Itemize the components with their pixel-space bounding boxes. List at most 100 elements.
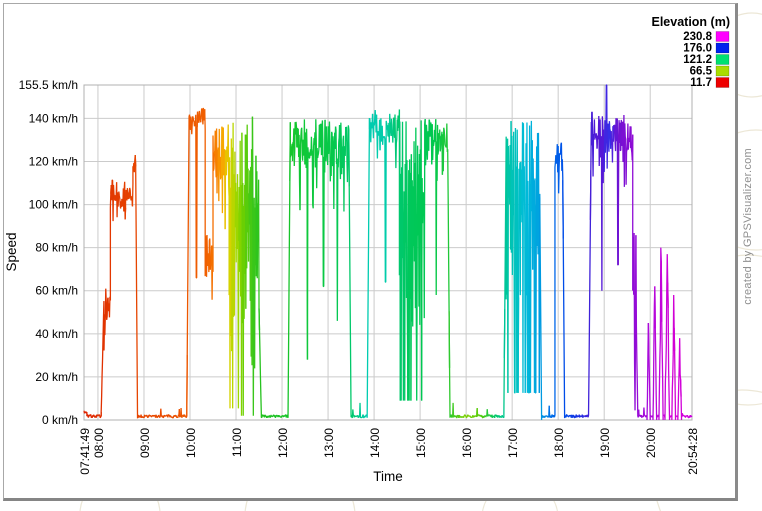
trace-segment — [634, 235, 640, 418]
trace-segment — [120, 181, 127, 220]
trace-segment — [358, 402, 364, 419]
trace-segment — [459, 414, 464, 419]
y-tick-label: 0 km/h — [42, 413, 78, 427]
trace-segment — [292, 121, 298, 167]
speed-trace — [83, 84, 693, 421]
trace-segment — [497, 414, 503, 418]
trace-segment — [555, 144, 561, 194]
trace-segment — [279, 415, 285, 418]
trace-segment — [200, 107, 206, 125]
trace-segment — [448, 311, 454, 418]
y-tick-label: 40 km/h — [35, 327, 78, 341]
trace-segment — [309, 136, 316, 209]
trace-segment — [586, 170, 592, 418]
trace-segment — [654, 286, 660, 421]
x-axis-title: Time — [373, 469, 403, 484]
trace-segment — [327, 121, 333, 182]
trace-segment — [531, 140, 537, 394]
y-tick-label: 140 km/h — [29, 111, 78, 125]
trace-segment — [140, 414, 146, 419]
plot-border — [83, 84, 693, 421]
trace-segment — [275, 414, 281, 418]
trace-segment — [562, 180, 568, 419]
x-tick-label: 20:54:28 — [686, 428, 700, 475]
legend-value: 176.0 — [683, 43, 712, 55]
y-tick-label: 100 km/h — [29, 198, 78, 212]
legend-swatch — [715, 42, 730, 54]
trace-segment — [631, 134, 637, 411]
trace-segment — [399, 121, 405, 401]
trace-segment — [186, 114, 192, 417]
trace-segment — [538, 193, 544, 421]
trace-segment — [445, 123, 451, 368]
trace-segment — [558, 142, 564, 239]
trace-segment — [673, 327, 678, 421]
trace-segment — [572, 414, 578, 419]
trace-segment — [660, 260, 666, 421]
trace-segment — [234, 174, 240, 409]
trace-segment — [462, 414, 467, 419]
x-tick-label: 07:41:49 — [78, 428, 92, 475]
trace-segment — [378, 118, 385, 151]
legend-title: Elevation (m) — [652, 15, 731, 29]
trace-segment — [258, 308, 264, 419]
trace-segment — [541, 415, 547, 418]
trace-segment — [413, 127, 420, 401]
trace-segment — [441, 127, 447, 175]
trace-segment — [86, 414, 92, 418]
trace-segment — [647, 323, 653, 421]
legend-value: 230.8 — [683, 31, 712, 43]
trace-segment — [575, 414, 581, 418]
chart-frame: 07:41:49 08:00 09:00 10:00 11:00 12:00 13:00 14… — [3, 3, 738, 501]
trace-segment — [248, 116, 254, 366]
x-tick-label: 17:00 — [506, 428, 520, 458]
trace-segment — [365, 117, 371, 418]
trace-segment — [147, 414, 153, 418]
trace-segment — [244, 124, 251, 309]
x-tick-label: 20:00 — [644, 428, 658, 458]
trace-segment — [500, 308, 506, 419]
trace-segment — [272, 414, 278, 419]
trace-segment — [106, 184, 112, 318]
trace-segment — [624, 123, 630, 185]
trace-segment — [403, 121, 409, 401]
speed-elevation-chart: 07:41:49 08:00 09:00 10:00 11:00 12:00 13:00 14… — [4, 15, 731, 484]
trace-segment — [299, 127, 305, 211]
trace-segment — [641, 407, 647, 418]
legend-swatch — [715, 65, 730, 77]
trace-segment — [552, 155, 557, 418]
trace-segment — [210, 135, 216, 300]
trace-segment — [663, 254, 669, 421]
trace-segment — [289, 122, 295, 181]
y-tick-label: 120 km/h — [29, 154, 78, 168]
trace-segment — [667, 282, 673, 421]
x-tick-label: 12:00 — [276, 428, 290, 458]
trace-segment — [313, 119, 319, 189]
trace-segment — [154, 414, 161, 418]
trace-segment — [96, 411, 102, 419]
y-tick-label: 60 km/h — [35, 284, 78, 298]
legend-swatch — [715, 54, 730, 65]
trace-segment — [137, 414, 143, 419]
trace-segment — [341, 126, 347, 212]
trace-segment — [431, 119, 437, 165]
trace-segment — [224, 124, 230, 230]
trace-segment — [679, 379, 685, 421]
trace-segment — [348, 129, 353, 419]
trace-segment — [510, 121, 516, 394]
trace-segment — [316, 123, 323, 158]
x-tick-label: 13:00 — [322, 428, 336, 458]
trace-segment — [302, 119, 309, 360]
y-axis-title: Speed — [4, 232, 19, 271]
x-tick-label: 11:00 — [230, 428, 244, 457]
trace-segment — [261, 414, 267, 418]
trace-segment — [268, 414, 274, 418]
trace-segment — [434, 119, 440, 296]
trace-segment — [568, 414, 575, 418]
trace-segment — [144, 414, 150, 419]
trace-segment — [193, 111, 199, 279]
y-axis-tick-labels: 0 km/h 20 km/h 40 km/h 60 km/h 80 km/h 100 km… — [19, 78, 78, 427]
trace-segment — [455, 414, 460, 419]
legend-swatch — [715, 77, 730, 88]
trace-segment — [479, 414, 485, 419]
